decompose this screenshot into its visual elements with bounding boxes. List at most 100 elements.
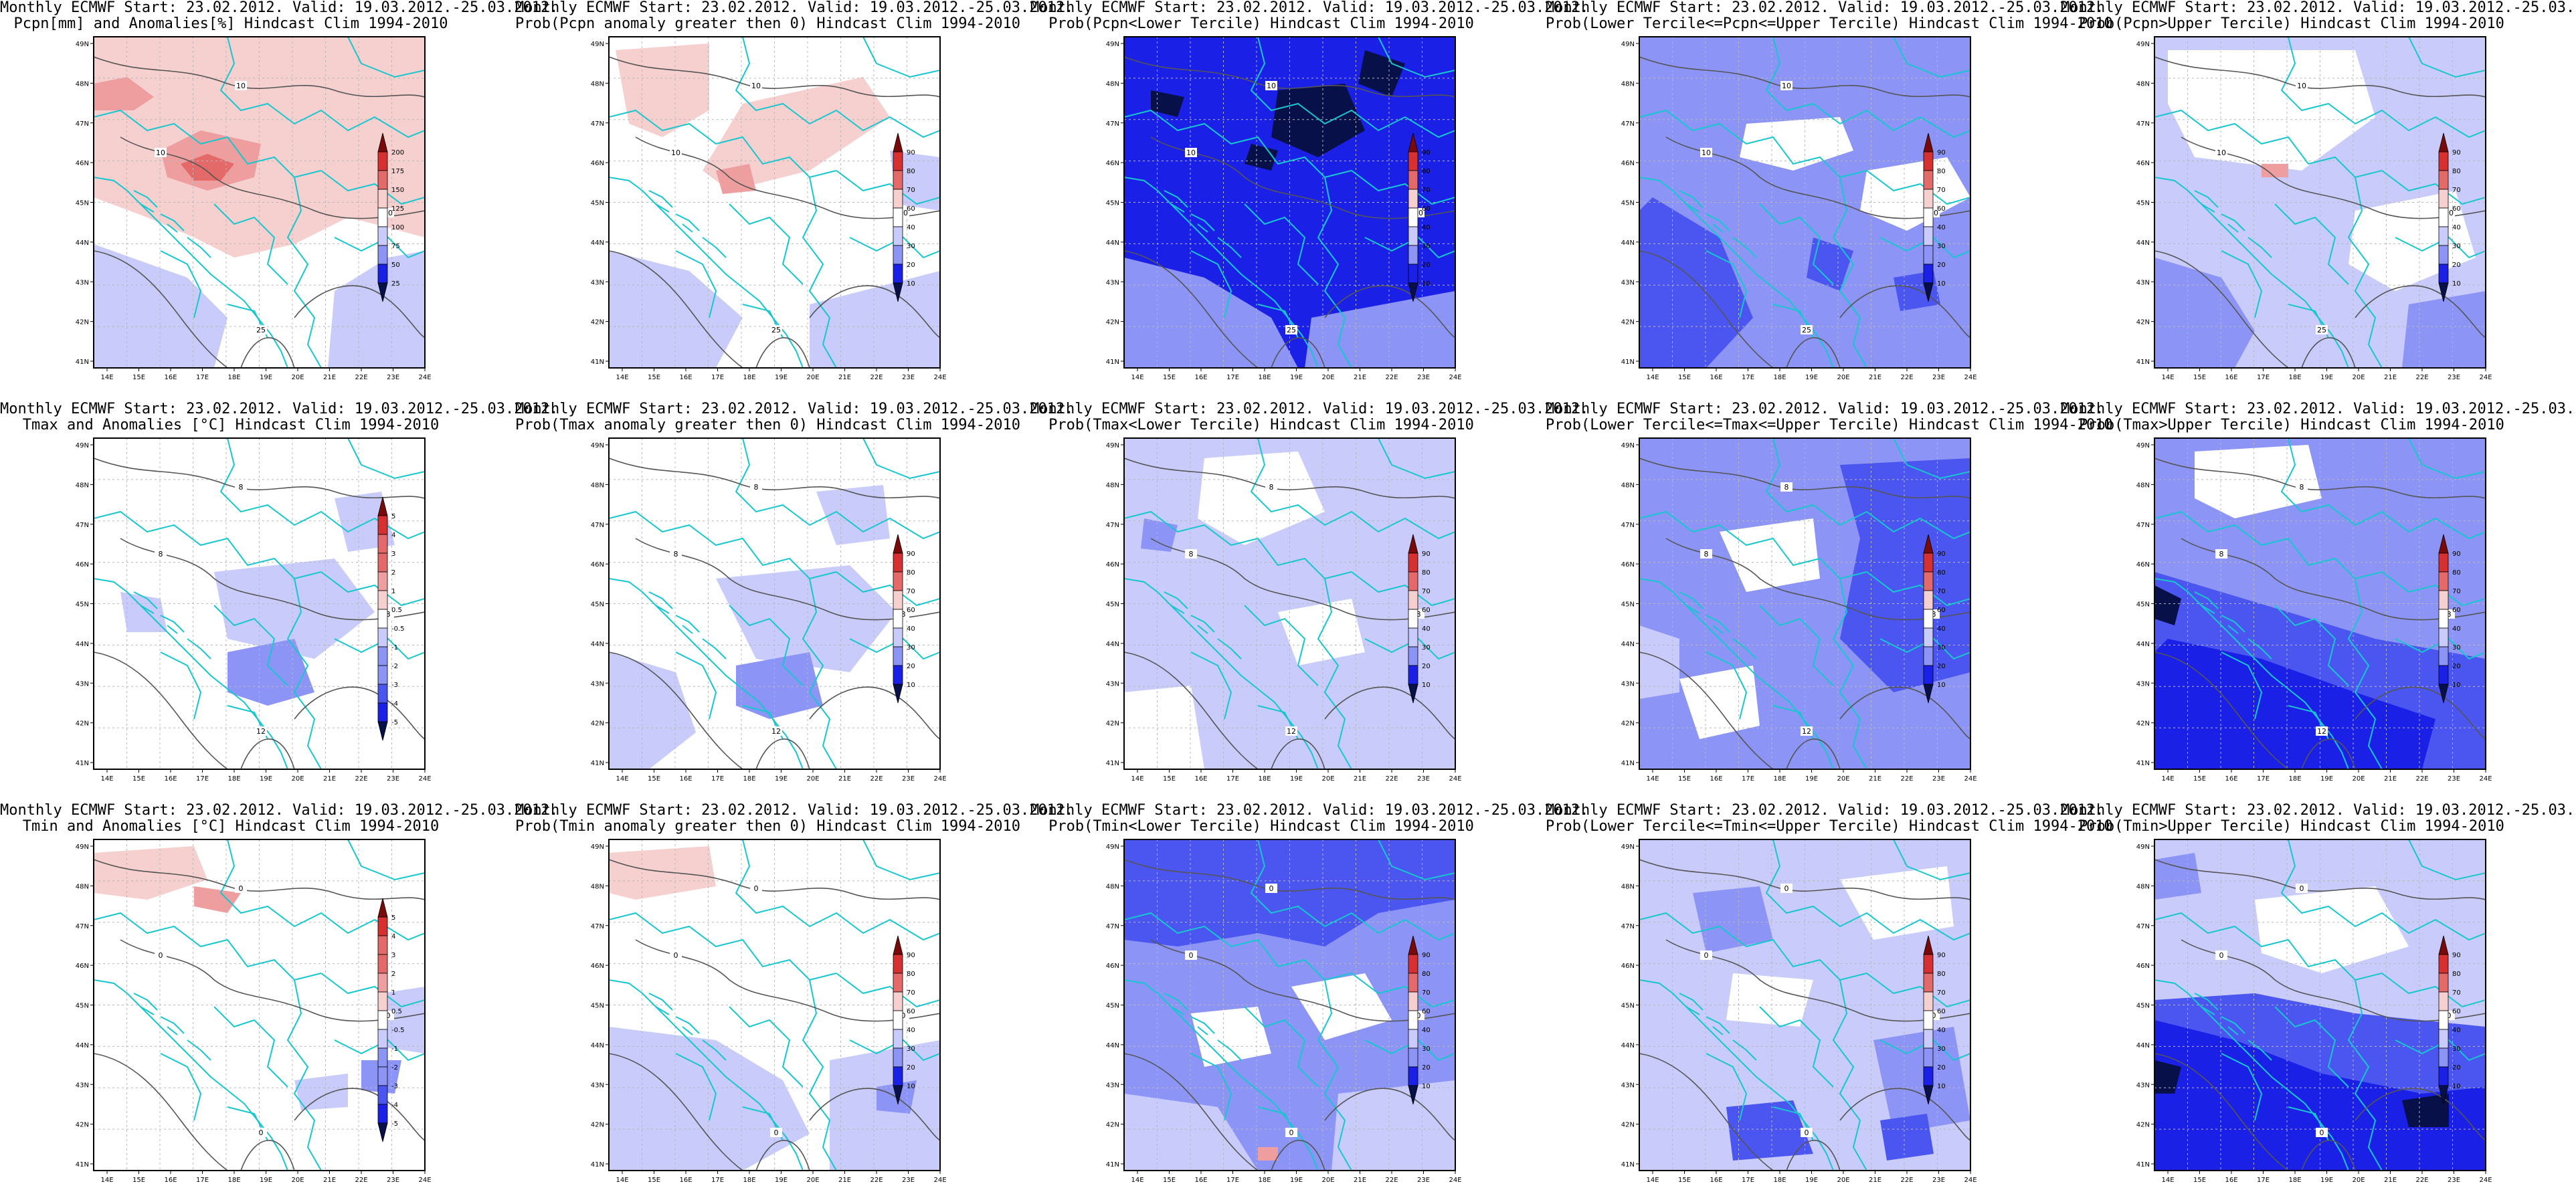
longitude-label: 15E: [648, 1177, 660, 1184]
coastline-border: [2280, 438, 2486, 540]
colorbar-label: 40: [1937, 1027, 1946, 1034]
colorbar-label: 10: [1937, 1083, 1946, 1090]
longitude-label: 17E: [1226, 374, 1239, 381]
colorbar-label: 80: [907, 168, 915, 175]
latitude-label: 45N: [76, 1003, 89, 1010]
latitude-label: 46N: [1106, 160, 1119, 167]
latitude-label: 45N: [1106, 1003, 1119, 1010]
coastline-border: [334, 236, 425, 259]
colorbar-label: 20: [2452, 262, 2461, 269]
latitude-label: 47N: [2136, 923, 2150, 930]
colorbar-label: 30: [1937, 243, 1946, 250]
colorbar-label: 70: [1422, 989, 1431, 997]
panel-title-line1: Monthly ECMWF Start: 23.02.2012. Valid: …: [1030, 802, 1589, 819]
shaded-region: [328, 251, 425, 368]
coastline-border: [849, 637, 940, 660]
latitude-label: 42N: [1106, 319, 1119, 326]
latitude-label: 41N: [591, 359, 604, 366]
longitude-label: 14E: [100, 1177, 113, 1184]
colorbar-label: 1: [391, 588, 395, 595]
colorbar-label: 40: [1937, 224, 1946, 231]
latitude-label: 42N: [76, 1122, 89, 1129]
longitude-label: 24E: [418, 1177, 431, 1184]
coastline-border: [2381, 973, 2486, 1008]
latitude-label: 42N: [2136, 1122, 2150, 1129]
coastline-border: [648, 993, 727, 1061]
longitude-label: 23E: [387, 374, 399, 381]
latitude-label: 44N: [2136, 641, 2150, 648]
colorbar-label: 20: [907, 262, 915, 269]
shaded-region: [2255, 886, 2409, 973]
panel-title-line2: Tmin and Anomalies [°C] Hindcast Clim 19…: [22, 818, 440, 835]
latitude-label: 46N: [76, 561, 89, 569]
latitude-label: 48N: [2136, 883, 2150, 890]
coastline-border: [836, 571, 940, 607]
shaded-region: [181, 154, 234, 181]
latitude-label: 44N: [1106, 1042, 1119, 1049]
coastline-border: [1364, 1039, 1455, 1062]
map-panel: Monthly ECMWF Start: 23.02.2012. Valid: …: [1546, 803, 2113, 1204]
latitude-label: 41N: [1621, 760, 1635, 767]
latitude-label: 47N: [1106, 120, 1119, 128]
longitude-label: 22E: [2415, 1177, 2428, 1184]
latitude-label: 43N: [1106, 680, 1119, 688]
latitude-label: 47N: [2136, 120, 2150, 128]
longitude-label: 23E: [1932, 374, 1945, 381]
longitude-label: 17E: [711, 374, 724, 381]
latitude-label: 41N: [76, 359, 89, 366]
coastline-border: [2194, 190, 2272, 258]
coastline-border: [2408, 839, 2486, 881]
coastline-border: [2347, 177, 2383, 368]
longitude-label: 16E: [2225, 775, 2237, 783]
longitude-label: 19E: [775, 374, 788, 381]
latitude-label: 41N: [76, 1161, 89, 1169]
longitude-label: 17E: [196, 775, 209, 783]
colorbar-label: 10: [2452, 1083, 2461, 1090]
colorbar-label: -5: [391, 1120, 398, 1128]
longitude-label: 17E: [1226, 1177, 1239, 1184]
coastline-border: [729, 605, 804, 686]
coastline-border: [862, 839, 940, 881]
colorbar: 200 175 150 125 100 75 50 25: [377, 132, 404, 302]
latitude-label: 45N: [76, 601, 89, 609]
shaded-region: [2262, 164, 2288, 177]
longitude-label: 14E: [616, 775, 628, 783]
contour-line: [94, 250, 228, 368]
colorbar-label: 2: [391, 569, 395, 577]
longitude-label: 18E: [743, 374, 755, 381]
longitude-label: 24E: [1964, 1177, 1976, 1184]
colorbar-label: 10: [1422, 682, 1431, 689]
colorbar-label: 80: [907, 971, 915, 978]
latitude-label: 41N: [76, 760, 89, 767]
coastline-border: [836, 170, 940, 205]
coastline-border: [1317, 979, 1352, 1171]
contour-line: [2181, 939, 2486, 1022]
longitude-label: 14E: [100, 775, 113, 783]
latitude-label: 45N: [1106, 200, 1119, 207]
longitude-label: 23E: [1417, 775, 1430, 783]
coastline-border: [1639, 912, 1867, 981]
colorbar-label: 30: [1422, 243, 1431, 250]
longitude-label: 19E: [1805, 775, 1818, 783]
contour-label: 10: [671, 148, 680, 157]
colorbar-label: 0.5: [391, 1008, 402, 1015]
longitude-label: 20E: [1321, 1177, 1334, 1184]
latitude-label: 45N: [1621, 601, 1635, 609]
latitude-label: 43N: [2136, 1082, 2150, 1089]
coastline-border: [849, 236, 940, 259]
colorbar-label: 70: [907, 989, 915, 997]
coastline-border: [133, 993, 211, 1061]
coastline-border: [1893, 839, 1970, 881]
longitude-label: 16E: [679, 374, 692, 381]
colorbar: 90 80 70 60 40 30 20 10: [893, 534, 915, 704]
longitude-label: 19E: [1805, 374, 1818, 381]
longitude-label: 15E: [132, 374, 145, 381]
latitude-label: 48N: [76, 80, 89, 88]
longitude-label: 14E: [1131, 775, 1143, 783]
shaded-region: [1840, 866, 1954, 940]
longitude-label: 23E: [1417, 374, 1430, 381]
forecast-map: 0 0 0 0 41N 42N 43N 44N 45N 46N 47N 48N 49N 14E 15E 16E…: [591, 839, 947, 1184]
contour-label: 0: [754, 884, 759, 893]
longitude-label: 14E: [1646, 374, 1659, 381]
longitude-label: 19E: [775, 775, 788, 783]
